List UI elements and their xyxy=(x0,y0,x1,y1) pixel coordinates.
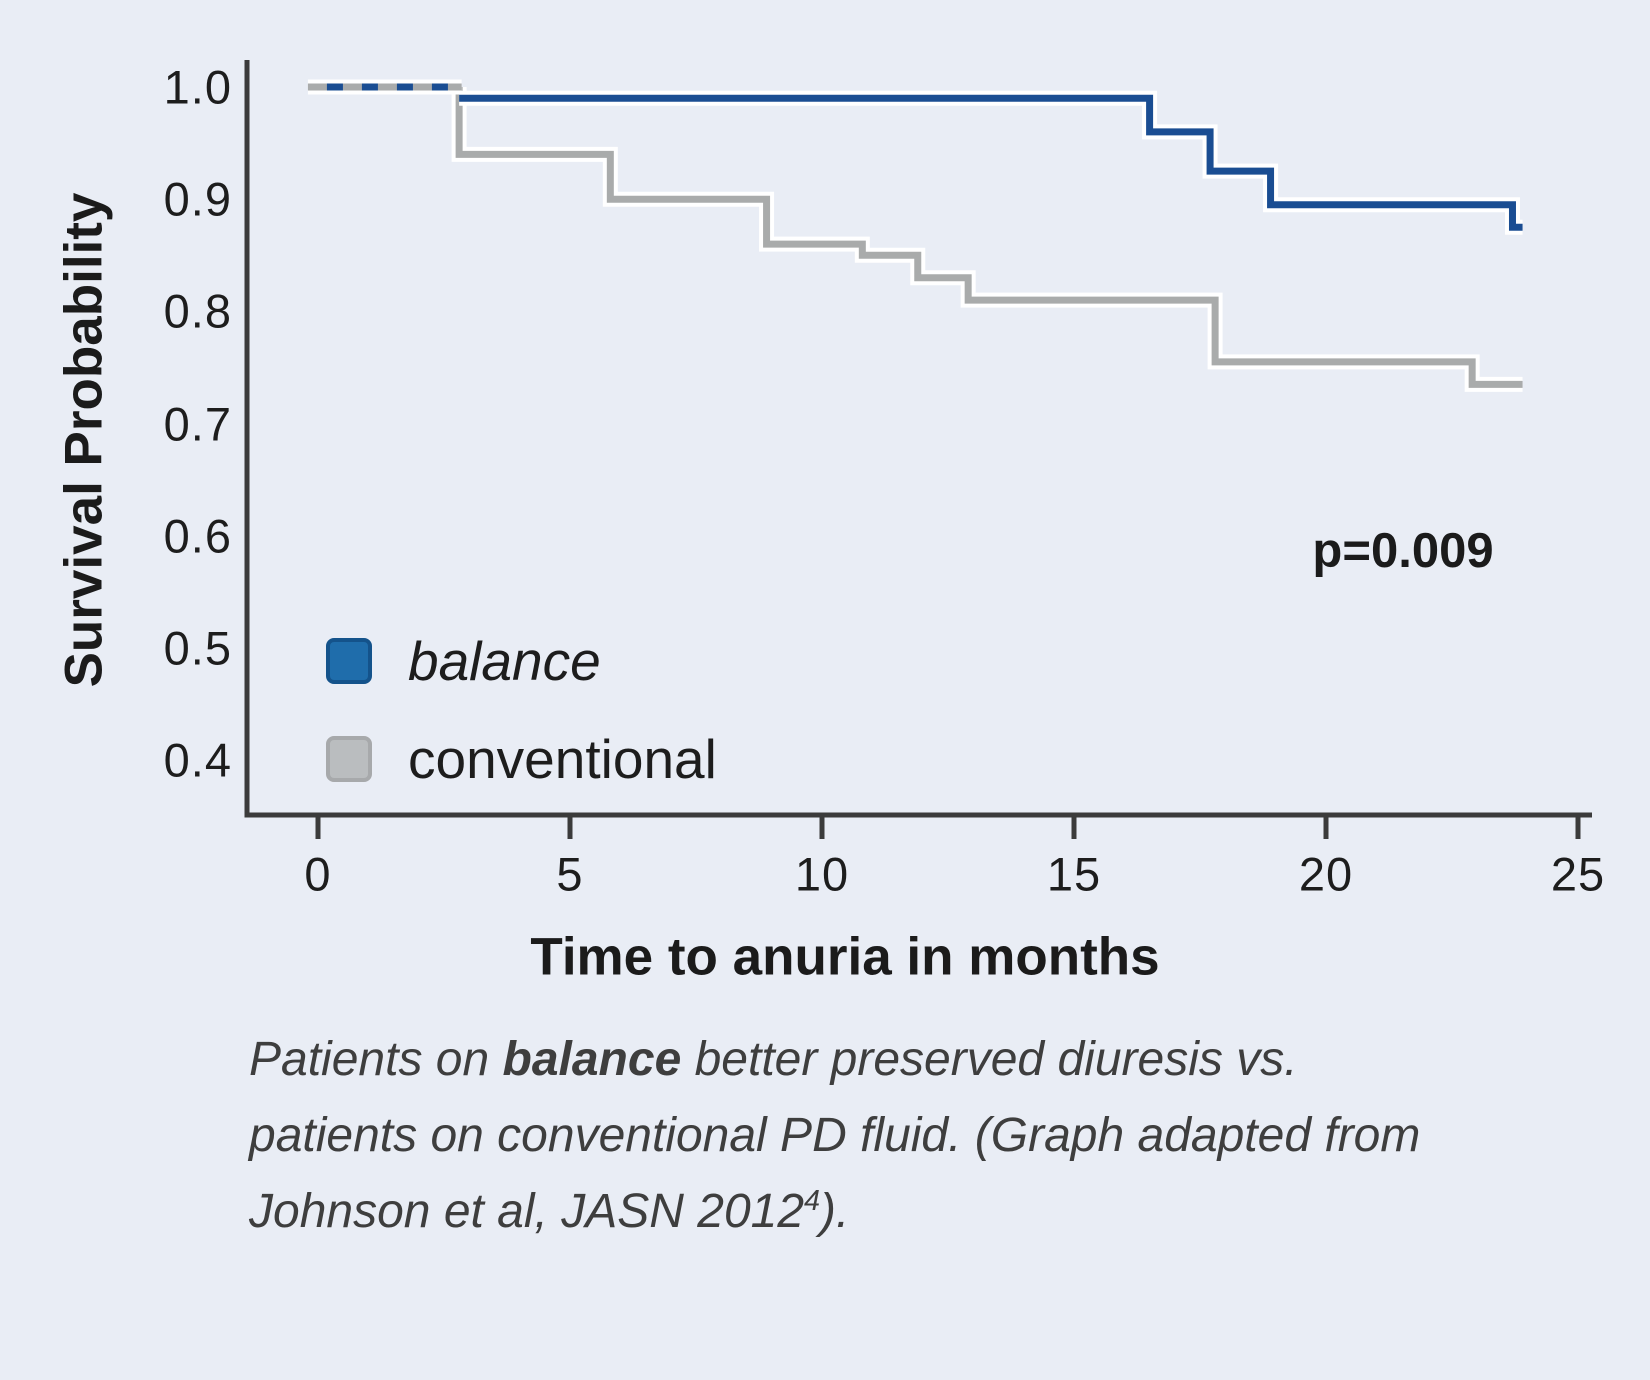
y-tick-label-0.4: 0.4 xyxy=(163,733,232,787)
x-tick-label-10: 10 xyxy=(794,847,850,901)
conventional-curve-casing xyxy=(451,87,1523,392)
x-tick-label-20: 20 xyxy=(1298,847,1354,901)
caption-line-3: Johnson et al, JASN 20124). xyxy=(249,1185,850,1238)
chart-legend: balance conventional xyxy=(326,630,717,833)
legend-label-balance: balance xyxy=(408,630,601,692)
p-value-annotation: p=0.009 xyxy=(1312,524,1494,578)
conventional-swatch-icon xyxy=(326,736,372,782)
y-axis-title: Survival Probability xyxy=(54,192,114,688)
legend-item-balance: balance xyxy=(326,630,717,692)
y-tick-label-1.0: 1.0 xyxy=(163,60,232,114)
km-chart-canvas xyxy=(244,60,1592,839)
y-tick-label-0.7: 0.7 xyxy=(163,397,232,451)
y-tick-label-0.9: 0.9 xyxy=(163,172,232,226)
axes xyxy=(244,60,1592,839)
caption-balance-bold: balance xyxy=(502,1033,682,1086)
x-tick-label-15: 15 xyxy=(1046,847,1102,901)
y-tick-label-0.5: 0.5 xyxy=(163,621,232,675)
balance-swatch-icon xyxy=(326,638,372,684)
caption-line-2: patients on conventional PD fluid. (Grap… xyxy=(249,1109,1421,1162)
x-tick-label-25: 25 xyxy=(1550,847,1606,901)
x-tick-label-5: 5 xyxy=(556,847,584,901)
y-tick-label-0.8: 0.8 xyxy=(163,284,232,338)
caption-reference-superscript: 4 xyxy=(804,1185,821,1217)
x-axis-title: Time to anuria in months xyxy=(530,927,1160,987)
x-tick-label-0: 0 xyxy=(304,847,332,901)
conventional-curve xyxy=(455,87,1523,388)
legend-label-conventional: conventional xyxy=(408,728,717,790)
caption-line-1: Patients on balance better preserved diu… xyxy=(249,1033,1298,1086)
y-tick-label-0.6: 0.6 xyxy=(163,509,232,563)
balance-curve xyxy=(459,94,1523,231)
legend-item-conventional: conventional xyxy=(326,728,717,790)
figure-caption: Patients on balance better preserved diu… xyxy=(249,1022,1569,1250)
